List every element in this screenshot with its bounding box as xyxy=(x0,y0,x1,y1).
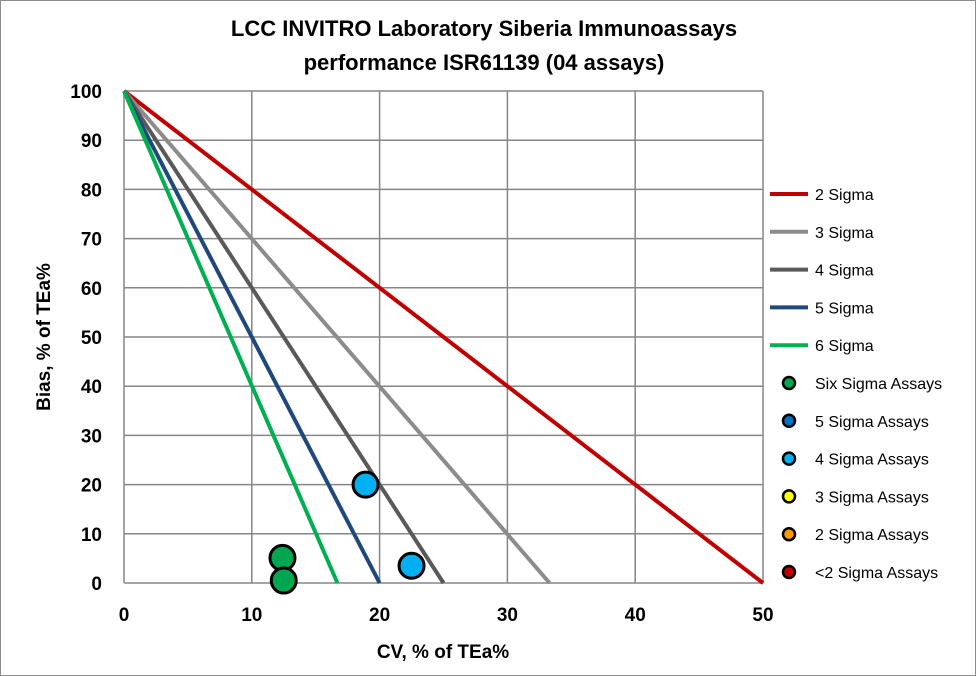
legend-label: 3 Sigma Assays xyxy=(815,489,929,506)
x-tick-label: 30 xyxy=(497,605,518,626)
chart-title-line-2: performance ISR61139 (04 assays) xyxy=(304,50,665,75)
y-tick-label: 10 xyxy=(81,525,102,546)
sigma-line xyxy=(122,89,446,585)
legend-marker-swatch xyxy=(781,489,797,504)
y-tick-label: 70 xyxy=(81,230,102,251)
legend-label: 3 Sigma xyxy=(815,225,874,242)
legend-marker-swatch xyxy=(781,526,797,542)
assay-points xyxy=(268,470,426,595)
chart-title-line-1: LCC INVITRO Laboratory Siberia Immunoass… xyxy=(231,16,737,41)
x-tick-label: 40 xyxy=(625,605,646,626)
grid xyxy=(123,90,764,584)
legend-label: <2 Sigma Assays xyxy=(815,565,938,582)
x-tick-label: 0 xyxy=(119,605,130,626)
assay-point xyxy=(397,551,426,580)
x-tick-label: 50 xyxy=(752,605,773,626)
legend-label: 2 Sigma Assays xyxy=(815,527,929,544)
legend: 2 Sigma 3 Sigma 4 Sigma 5 Sigma 6 Sigma Six S… xyxy=(770,187,942,582)
legend-label: 4 Sigma xyxy=(815,263,874,280)
y-tick-label: 80 xyxy=(81,180,102,201)
assay-point xyxy=(269,566,298,595)
y-tick-label: 0 xyxy=(91,574,102,595)
legend-marker-swatch xyxy=(781,375,797,391)
x-tick-label: 20 xyxy=(369,605,390,626)
y-tick-label: 100 xyxy=(70,82,102,103)
sigma-line xyxy=(122,90,340,584)
legend-label: Six Sigma Assays xyxy=(815,376,942,393)
legend-label: 5 Sigma xyxy=(815,300,874,317)
y-tick-label: 20 xyxy=(81,476,102,497)
legend-label: 4 Sigma Assays xyxy=(815,452,929,469)
assay-point xyxy=(351,470,380,499)
y-tick-label: 60 xyxy=(81,279,102,300)
x-axis-label: CV, % of TEa% xyxy=(377,642,509,663)
sigma-line xyxy=(122,89,552,585)
y-tick-label: 50 xyxy=(81,328,102,349)
sigma-line xyxy=(122,90,382,584)
y-tick-label: 30 xyxy=(81,426,102,447)
y-tick-label: 40 xyxy=(81,377,102,398)
legend-label: 6 Sigma xyxy=(815,338,874,355)
sigma-line xyxy=(122,89,765,585)
axis-ticks: 0 10 20 30 40 50 0 10 20 30 40 50 60 70 80 90 100 xyxy=(70,82,773,626)
legend-marker-swatch xyxy=(781,451,797,466)
legend-marker-swatch xyxy=(781,564,797,580)
legend-label: 5 Sigma Assays xyxy=(815,414,929,431)
y-axis-label: Bias, % of TEa% xyxy=(34,263,55,411)
legend-marker-swatch xyxy=(781,413,797,429)
x-tick-label: 10 xyxy=(241,605,262,626)
y-tick-label: 90 xyxy=(81,131,102,152)
legend-label: 2 Sigma xyxy=(815,187,874,204)
sigma-lines xyxy=(122,89,765,585)
